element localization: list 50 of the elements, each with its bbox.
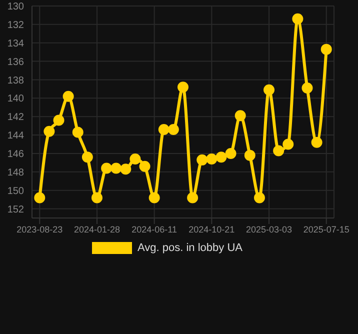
point (139, 160, 150, 172)
y-tick-label: 142 (7, 112, 24, 124)
point (101, 162, 112, 174)
point (196, 154, 208, 166)
point (148, 192, 160, 204)
legend-label: Avg. pos. in lobby UA (138, 242, 242, 254)
y-tick-label: 132 (7, 20, 24, 31)
y-tick-label: 148 (7, 167, 24, 178)
point (91, 192, 102, 204)
point (234, 110, 246, 122)
y-tick-label: 136 (7, 56, 24, 68)
point (320, 44, 332, 55)
point (110, 162, 122, 174)
x-tick-label: 2024-06-11 (132, 224, 178, 234)
point (82, 152, 93, 163)
point (178, 82, 188, 93)
point (44, 126, 55, 137)
point (120, 164, 132, 175)
x-tick-label: 2025-07-15 (303, 224, 350, 234)
point (292, 13, 304, 24)
point (264, 84, 275, 96)
y-tick-label: 138 (7, 75, 24, 86)
point (225, 148, 236, 159)
y-tick-label: 146 (7, 149, 24, 160)
y-tick-label: 130 (7, 2, 24, 13)
point (254, 192, 265, 204)
y-tick-label: 150 (7, 186, 24, 197)
point (72, 126, 84, 138)
point (282, 138, 294, 150)
point (130, 154, 141, 165)
x-tick-label: 2023-08-23 (16, 224, 63, 234)
point (53, 114, 64, 126)
x-tick-label: 2024-10-21 (188, 224, 235, 234)
y-tick-label: 140 (7, 94, 24, 105)
point (302, 82, 313, 94)
point (158, 124, 170, 136)
x-tick-label: 2025-03-03 (246, 224, 292, 234)
y-tick-label: 152 (7, 204, 24, 216)
point (273, 145, 284, 156)
x-tick-label: 2024-01-28 (74, 224, 120, 234)
y-tick-label: 134 (7, 38, 24, 50)
point (244, 150, 256, 161)
point (187, 192, 198, 204)
point (168, 124, 179, 136)
point (216, 152, 227, 163)
point (34, 192, 46, 204)
y-tick-label: 144 (7, 130, 24, 142)
point (311, 136, 322, 148)
point (62, 90, 74, 102)
point (206, 154, 218, 165)
